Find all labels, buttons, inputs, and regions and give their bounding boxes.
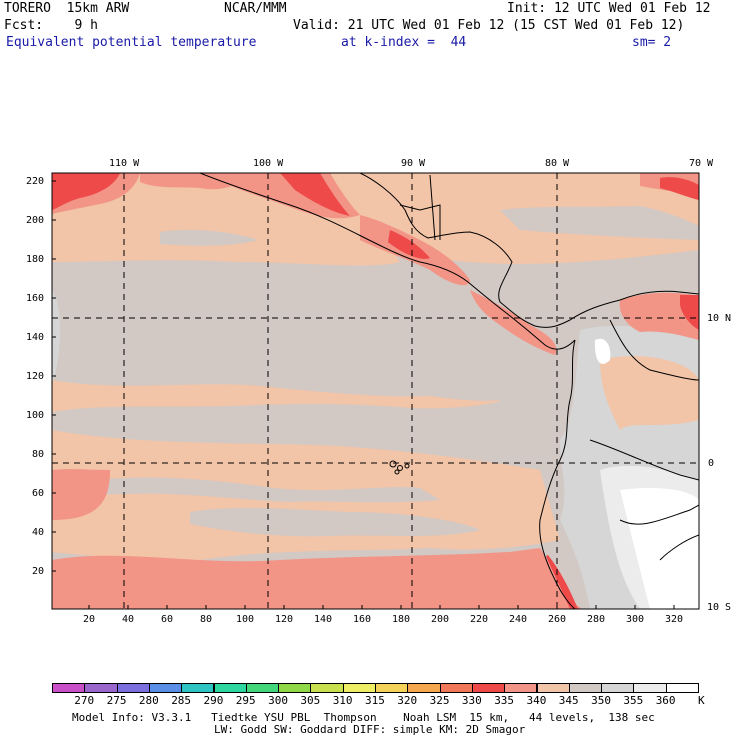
- colorbar-swatch: [245, 683, 280, 693]
- colorbar-label: 345: [558, 694, 579, 707]
- colorbar-swatch: [471, 683, 506, 693]
- colorbar-label: 330: [461, 694, 482, 707]
- x-axis-label: 40: [122, 614, 135, 625]
- colorbar-swatch: [213, 683, 247, 693]
- y-axis-label: 140: [26, 332, 45, 343]
- x-axis-label: 300: [626, 614, 645, 625]
- colorbar-swatch: [407, 683, 441, 693]
- colorbar-label: 325: [429, 694, 450, 707]
- x-axis-label: 20: [83, 614, 96, 625]
- colorbar-swatch: [665, 683, 699, 693]
- colorbar-swatch: [536, 683, 570, 693]
- colorbar-swatch: [342, 683, 376, 693]
- x-axis-label: 160: [353, 614, 372, 625]
- x-axis-label: 120: [275, 614, 294, 625]
- physics-info: LW: Godd SW: Goddard DIFF: simple KM: 2D…: [214, 723, 526, 736]
- colorbar-swatch: [84, 683, 118, 693]
- x-axis-label: 200: [431, 614, 450, 625]
- x-axis-label: 240: [509, 614, 528, 625]
- y-axis-label: 20: [32, 566, 45, 577]
- y-axis-label: 200: [26, 215, 45, 226]
- lon-label: 70 W: [689, 158, 714, 169]
- colorbar-swatch: [278, 683, 312, 693]
- x-axis-label: 80: [200, 614, 213, 625]
- x-axis-label: 100: [236, 614, 255, 625]
- colorbar-unit: K: [698, 694, 705, 707]
- y-axis-label: 120: [26, 371, 45, 382]
- x-axis-label: 260: [548, 614, 567, 625]
- x-axis-label: 280: [587, 614, 606, 625]
- lat-label: 10 S: [707, 602, 732, 613]
- colorbar-label: 340: [526, 694, 547, 707]
- x-axis-label: 60: [161, 614, 174, 625]
- init-time: Init: 12 UTC Wed 01 Feb 12: [507, 1, 711, 16]
- x-axis-label: 180: [392, 614, 411, 625]
- colorbar-label: 360: [655, 694, 676, 707]
- colorbar-label: 295: [235, 694, 256, 707]
- lon-label: 90 W: [401, 158, 426, 169]
- colorbar-swatch: [52, 683, 86, 693]
- x-axis-ticks: [88, 605, 675, 609]
- lat-label: 0: [708, 458, 715, 469]
- x-axis-label: 140: [314, 614, 333, 625]
- colorbar-swatch: [116, 683, 150, 693]
- galapagos-islands: [389, 460, 410, 475]
- model-title: TORERO 15km ARW: [4, 1, 130, 16]
- lat-label: 10 N: [707, 313, 732, 324]
- colorbar-swatch: [148, 683, 183, 693]
- colorbar-label: 270: [74, 694, 95, 707]
- y-axis-label: 80: [32, 449, 45, 460]
- colorbar-swatch: [310, 683, 344, 693]
- y-axis-label: 60: [32, 488, 45, 499]
- colorbar-swatch: [181, 683, 215, 693]
- colorbar-swatch: [375, 683, 409, 693]
- lon-label: 110 W: [109, 158, 140, 169]
- lon-label: 100 W: [253, 158, 284, 169]
- colorbar-swatch: [633, 683, 667, 693]
- colorbar-swatch: [601, 683, 635, 693]
- colorbar-label: 350: [591, 694, 611, 707]
- colorbar-label: 315: [365, 694, 385, 707]
- colorbar-label: 285: [171, 694, 192, 707]
- y-axis-label: 220: [26, 176, 45, 187]
- colorbar-label: 275: [106, 694, 127, 707]
- org-label: NCAR/MMM: [224, 1, 287, 16]
- smoothing-label: sm= 2: [632, 35, 672, 50]
- colorbar-label: 300: [268, 694, 288, 707]
- colorbar-label: 305: [300, 694, 321, 707]
- colorbar-label: 310: [332, 694, 353, 707]
- map-frame: [51, 172, 700, 610]
- theta-e-field: [52, 173, 699, 609]
- y-axis-ticks: [52, 180, 56, 572]
- colorbar-label: 290: [203, 694, 224, 707]
- valid-time: Valid: 21 UTC Wed 01 Feb 12 (15 CST Wed …: [293, 18, 685, 33]
- x-axis-label: 320: [665, 614, 684, 625]
- forecast-hour: Fcst: 9 h: [4, 18, 98, 33]
- colorbar-label: 335: [494, 694, 515, 707]
- lon-label: 80 W: [545, 158, 570, 169]
- y-axis-label: 160: [26, 293, 45, 304]
- model-info: Model Info: V3.3.1 Tiedtke YSU PBL Thomp…: [72, 711, 655, 724]
- colorbar-swatch: [504, 683, 538, 693]
- x-axis-label: 220: [470, 614, 489, 625]
- colorbar-swatch: [439, 683, 473, 693]
- y-axis-label: 180: [26, 254, 45, 265]
- field-name: Equivalent potential temperature: [6, 35, 257, 50]
- graticule: [52, 173, 699, 609]
- colorbar-label: 280: [138, 694, 159, 707]
- colorbar-label: 355: [623, 694, 644, 707]
- level-label: at k-index = 44: [341, 35, 467, 50]
- y-axis-label: 40: [32, 527, 45, 538]
- colorbar-label: 320: [397, 694, 418, 707]
- y-axis-label: 100: [26, 410, 45, 421]
- colorbar-swatch: [568, 683, 603, 693]
